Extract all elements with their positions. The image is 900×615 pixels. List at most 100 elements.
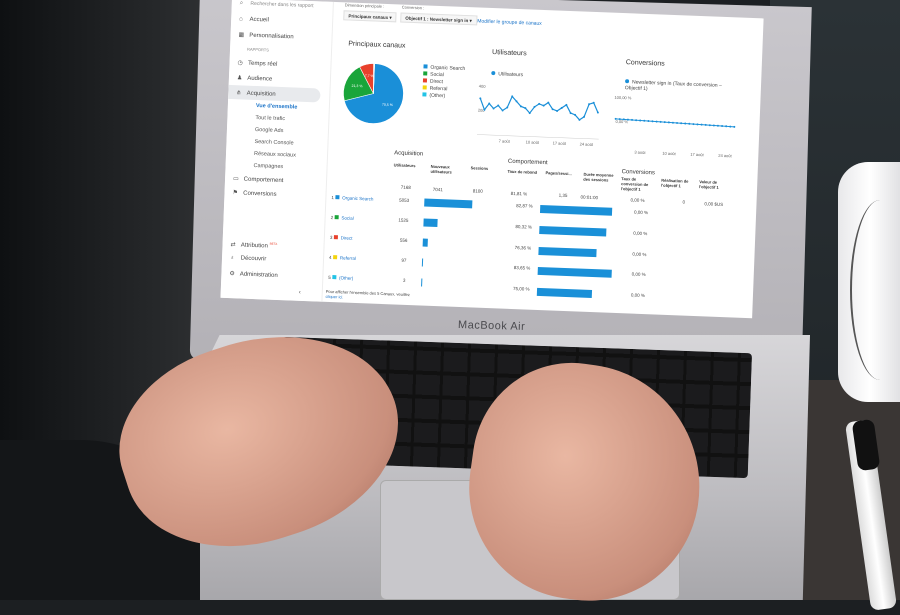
users-point xyxy=(515,100,518,103)
users-xtick: 10 août xyxy=(525,139,540,145)
column-header[interactable]: Nouveaux utilisateurs xyxy=(430,163,452,175)
legend-label: Direct xyxy=(429,78,444,86)
collapse-chevron-icon[interactable]: ‹ xyxy=(298,289,301,296)
row-conv-rate: 0,00 % xyxy=(631,271,646,278)
search-box[interactable]: ⌕ Rechercher dans les rapport xyxy=(239,0,314,10)
flag-icon: ⚑ xyxy=(232,190,239,197)
row-swatch xyxy=(332,255,337,260)
nav-realtime[interactable]: ◷ Temps réel xyxy=(237,60,278,68)
row-users: 5053 xyxy=(399,197,410,203)
users-point xyxy=(479,97,482,100)
users-point xyxy=(569,112,572,115)
legend-swatch xyxy=(422,85,427,90)
users-point xyxy=(492,107,495,110)
users-line-chart xyxy=(476,95,599,140)
row-channel-link[interactable]: Organic Search xyxy=(342,195,374,202)
dimension-select[interactable]: Principaux canaux ▾ xyxy=(343,10,397,23)
row-channel-link[interactable]: Social xyxy=(341,215,354,221)
users-point xyxy=(547,101,550,104)
total-completions: 0 xyxy=(682,199,686,205)
edit-channel-group-link[interactable]: Modifier le groupe de canaux xyxy=(477,18,542,27)
table-row-channel[interactable]: 2 Social xyxy=(331,215,354,221)
column-header[interactable]: Sessions xyxy=(470,165,489,171)
column-header[interactable]: Pages/sessi... xyxy=(545,170,572,177)
nav-admin[interactable]: ⚙ Administration xyxy=(229,271,278,279)
mug-pattern xyxy=(850,200,900,380)
nav-search-console[interactable]: Search Console xyxy=(254,138,294,147)
nav-discover[interactable]: ♁ Découvrir xyxy=(229,255,267,263)
conv-xtick: 3 août xyxy=(634,149,646,155)
legend-item: (Other) xyxy=(422,92,445,99)
table-row-channel[interactable]: 5 (Other) xyxy=(328,275,353,281)
nav-customization[interactable]: ▦ Personnalisation xyxy=(238,32,294,41)
legend-dot xyxy=(491,71,496,76)
acquisition-icon: ⋔ xyxy=(236,90,242,97)
row-rank: 5 xyxy=(328,274,331,280)
nav-acquisition[interactable]: ⋔ Acquisition xyxy=(236,90,276,98)
row-bounce: 75,00 % xyxy=(512,286,530,292)
row-swatch xyxy=(335,195,340,200)
behavior-icon: ▭ xyxy=(232,176,239,183)
nav-conversions[interactable]: ⚑ Conversions xyxy=(232,190,277,198)
channels-title: Principaux canaux xyxy=(348,40,406,50)
row-bounce: 76,36 % xyxy=(514,244,532,251)
row-channel-link[interactable]: Referral xyxy=(339,255,356,261)
column-header[interactable]: Durée moyenne des sessions xyxy=(583,171,614,183)
table-footer: Pour afficher l'ensemble des 5 Canaux, v… xyxy=(325,288,410,300)
legend-swatch xyxy=(423,64,428,69)
column-header[interactable]: Valeur de l'objectif 1 xyxy=(699,179,719,190)
column-header[interactable]: Réalisation de l'objectif 1 xyxy=(661,177,689,189)
row-swatch xyxy=(333,235,338,240)
users-point xyxy=(528,112,531,115)
table-row-channel[interactable]: 4 Referral xyxy=(329,255,356,261)
row-channel-link[interactable]: Direct xyxy=(340,235,353,241)
total-conv_rate: 0,00 % xyxy=(630,197,645,203)
total-value: 0,00 $US xyxy=(704,201,724,207)
acquisition-group: Acquisition xyxy=(394,150,424,158)
conv-xtick: 10 août xyxy=(662,150,676,157)
users-point xyxy=(556,109,559,112)
nav-google-ads[interactable]: Google Ads xyxy=(254,126,284,135)
row-swatch xyxy=(334,215,339,220)
table-row-channel[interactable]: 3 Direct xyxy=(330,235,353,241)
row-swatch xyxy=(332,275,337,280)
conversion-select[interactable]: Objectif 1 : Newsletter sign in ▾ xyxy=(400,12,478,26)
channels-pie-chart: 70,5 % 21,3 % 7,7 % xyxy=(343,63,404,124)
total-pages: 1,35 xyxy=(558,193,568,199)
pie-slice-1 xyxy=(343,66,374,102)
total-new_users: 7041 xyxy=(432,186,443,192)
users-point xyxy=(560,106,563,109)
nav-all-traffic[interactable]: Tout le trafic xyxy=(255,114,286,123)
person-icon: ♟ xyxy=(236,75,243,82)
nav-attribution[interactable]: ⇄ Attribution BETA xyxy=(230,241,278,250)
users-title: Utilisateurs xyxy=(491,49,527,58)
sidebar: ⌕ Rechercher dans les rapport ⌂ Accueil … xyxy=(220,0,334,302)
nav-social[interactable]: Réseaux sociaux xyxy=(253,150,297,159)
row-bounce: 80,32 % xyxy=(515,223,533,230)
row-conv-rate: 0,00 % xyxy=(633,230,648,236)
nav-overview[interactable]: Vue d'ensemble xyxy=(255,102,298,111)
column-header[interactable]: Utilisateurs xyxy=(393,162,416,169)
users-point xyxy=(524,107,527,110)
show-all-link[interactable]: cliquer ici. xyxy=(325,293,344,300)
users-point xyxy=(588,103,591,106)
users-point xyxy=(511,95,514,98)
legend-item: Referral xyxy=(422,85,448,92)
row-bounce-bar xyxy=(539,204,613,216)
users-axis xyxy=(476,134,599,140)
row-channel-link[interactable]: (Other) xyxy=(339,275,354,281)
nav-campaigns[interactable]: Campagnes xyxy=(253,162,284,171)
nav-behavior[interactable]: ▭ Comportement xyxy=(232,176,284,185)
home-icon: ⌂ xyxy=(239,16,243,23)
nav-audience[interactable]: ♟ Audience xyxy=(236,75,273,83)
row-users-bar xyxy=(421,258,424,267)
users-point xyxy=(533,105,536,108)
table-row-channel[interactable]: 1 Organic Search xyxy=(331,195,373,202)
nav-home[interactable]: ⌂ Accueil xyxy=(239,16,269,24)
row-rank: 2 xyxy=(330,214,334,221)
column-header[interactable]: Taux de rebond xyxy=(507,168,538,175)
pie-slice-4 xyxy=(373,63,375,94)
legend-swatch xyxy=(422,78,428,83)
reports-heading: RAPPORTS xyxy=(246,46,270,53)
column-header[interactable]: Taux de conversion de l'objectif 1 xyxy=(620,176,649,192)
